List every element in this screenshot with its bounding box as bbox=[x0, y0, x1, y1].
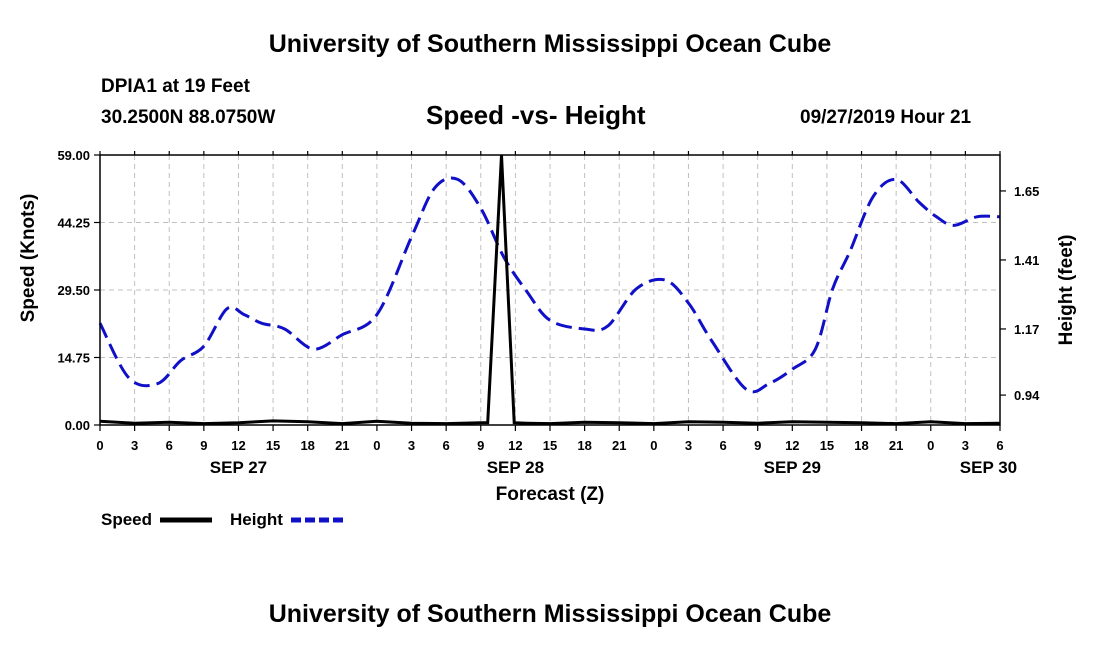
y2-tick-label: 0.94 bbox=[1014, 388, 1040, 403]
x-tick-label: 0 bbox=[96, 438, 103, 453]
footer-title: University of Southern Mississippi Ocean… bbox=[268, 600, 832, 628]
y-axis-label: Speed (Knots) bbox=[18, 194, 39, 323]
y-tick-label: 0.00 bbox=[65, 418, 90, 433]
x-tick-label: 3 bbox=[685, 438, 692, 453]
x-tick-label: 15 bbox=[820, 438, 834, 453]
y2-tick-label: 1.17 bbox=[1014, 322, 1039, 337]
legend: Speed Height bbox=[101, 510, 343, 529]
x-axis-label: Forecast (Z) bbox=[496, 484, 605, 505]
station-name: DPIA1 at 19 Feet bbox=[101, 76, 250, 97]
x-tick-label: 15 bbox=[543, 438, 557, 453]
x-tick-label: 12 bbox=[231, 438, 245, 453]
x-tick-label: 0 bbox=[650, 438, 657, 453]
x-date-label: SEP 28 bbox=[487, 458, 544, 477]
legend-speed-label: Speed bbox=[101, 510, 152, 529]
x-date-label: SEP 27 bbox=[210, 458, 267, 477]
x-tick-label: 21 bbox=[335, 438, 349, 453]
x-tick-label: 18 bbox=[854, 438, 868, 453]
x-tick-label: 21 bbox=[612, 438, 626, 453]
y-tick-label: 14.75 bbox=[57, 351, 90, 366]
y2-tick-label: 1.41 bbox=[1014, 253, 1039, 268]
x-tick-label: 0 bbox=[373, 438, 380, 453]
chart-title: Speed -vs- Height bbox=[426, 100, 646, 130]
x-tick-label: 15 bbox=[266, 438, 280, 453]
series-height-line bbox=[98, 176, 1001, 394]
x-tick-label: 18 bbox=[577, 438, 591, 453]
y-tick-label: 44.25 bbox=[57, 216, 90, 231]
y2-axis-label: Height (feet) bbox=[1056, 235, 1077, 346]
x-tick-label: 6 bbox=[719, 438, 726, 453]
x-tick-label: 9 bbox=[477, 438, 484, 453]
x-tick-label: 0 bbox=[927, 438, 934, 453]
station-coordinates: 30.2500N 88.0750W bbox=[101, 107, 276, 128]
x-tick-label: 12 bbox=[785, 438, 799, 453]
y-tick-label: 29.50 bbox=[57, 283, 90, 298]
y-tick-label: 59.00 bbox=[57, 148, 90, 163]
x-tick-label: 18 bbox=[300, 438, 314, 453]
chart-datetime: 09/27/2019 Hour 21 bbox=[800, 107, 972, 128]
x-tick-label: 6 bbox=[996, 438, 1003, 453]
series-lines bbox=[98, 154, 1001, 426]
legend-height-label: Height bbox=[230, 510, 283, 529]
x-date-label: SEP 29 bbox=[764, 458, 821, 477]
series-speed-line bbox=[99, 154, 1001, 426]
x-tick-label: 6 bbox=[166, 438, 173, 453]
x-tick-label: 9 bbox=[200, 438, 207, 453]
x-tick-label: 3 bbox=[408, 438, 415, 453]
grid-lines bbox=[100, 155, 1000, 425]
x-tick-label: 6 bbox=[443, 438, 450, 453]
x-tick-label: 3 bbox=[131, 438, 138, 453]
header-title: University of Southern Mississippi Ocean… bbox=[268, 30, 832, 58]
x-tick-label: 3 bbox=[962, 438, 969, 453]
x-tick-label: 9 bbox=[754, 438, 761, 453]
x-tick-label: 12 bbox=[508, 438, 522, 453]
x-tick-label: 21 bbox=[889, 438, 903, 453]
x-date-label: SEP 30 bbox=[960, 458, 1017, 477]
y2-tick-label: 1.65 bbox=[1014, 184, 1039, 199]
axis-ticks: 0 3 6 9 12 15 18 21 0 3 6 9 12 15 18 21 0 3 6 9 12 15 18 21 0 3 6 S… bbox=[57, 148, 1040, 477]
